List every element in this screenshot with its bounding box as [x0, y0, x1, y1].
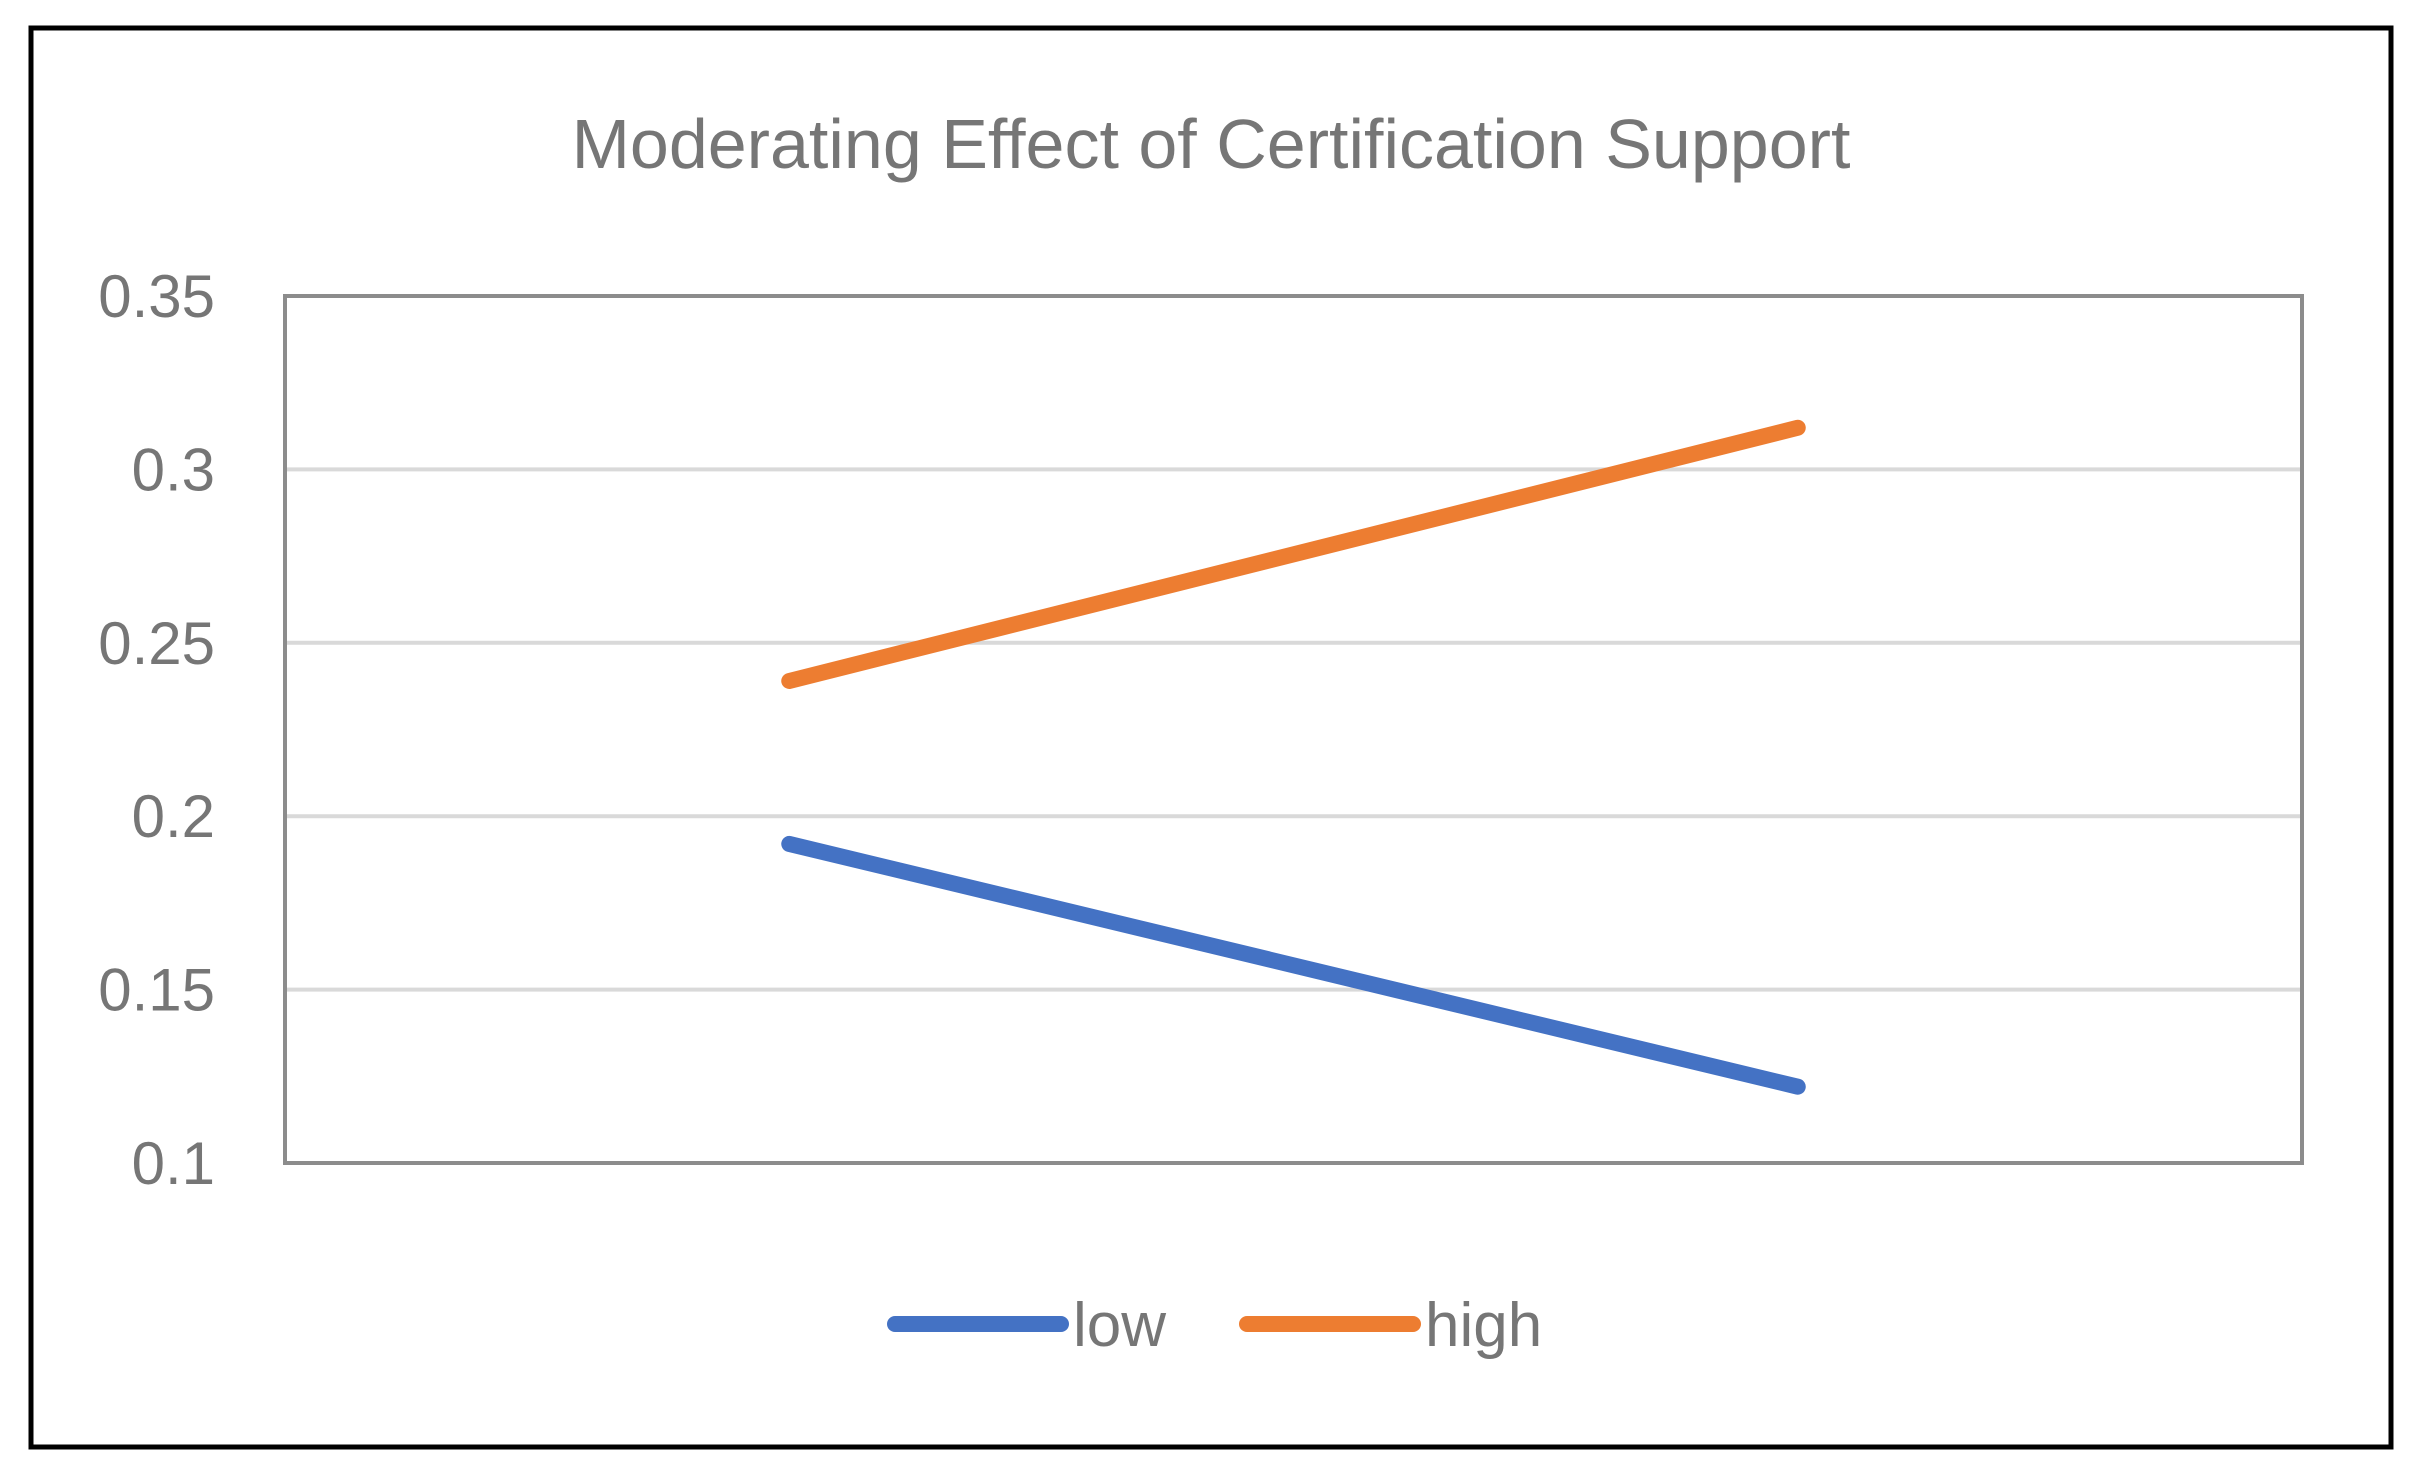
- y-tick-label: 0.15: [98, 957, 215, 1024]
- plot-area-border: [283, 294, 2304, 1165]
- y-tick-label: 0.1: [132, 1130, 215, 1197]
- y-tick-label: 0.3: [132, 436, 215, 503]
- y-tick-label: 0.2: [132, 783, 215, 850]
- gridlines: [285, 467, 2302, 992]
- y-tick-label: 0.25: [98, 610, 215, 677]
- legend-label-low: low: [1073, 1291, 1166, 1360]
- chart-title: Moderating Effect of Certification Suppo…: [572, 105, 1851, 183]
- legend: low high: [887, 1291, 1542, 1360]
- legend-label-high: high: [1425, 1291, 1542, 1360]
- chart-frame: [28, 25, 2394, 1450]
- y-tick-label: 0.35: [98, 263, 215, 330]
- series-lines: [781, 419, 1806, 1095]
- series-line-high: [781, 419, 1806, 689]
- y-axis-tick-labels: 0.1 0.15 0.2 0.25 0.3 0.35: [98, 263, 215, 1197]
- series-line-low: [781, 835, 1806, 1095]
